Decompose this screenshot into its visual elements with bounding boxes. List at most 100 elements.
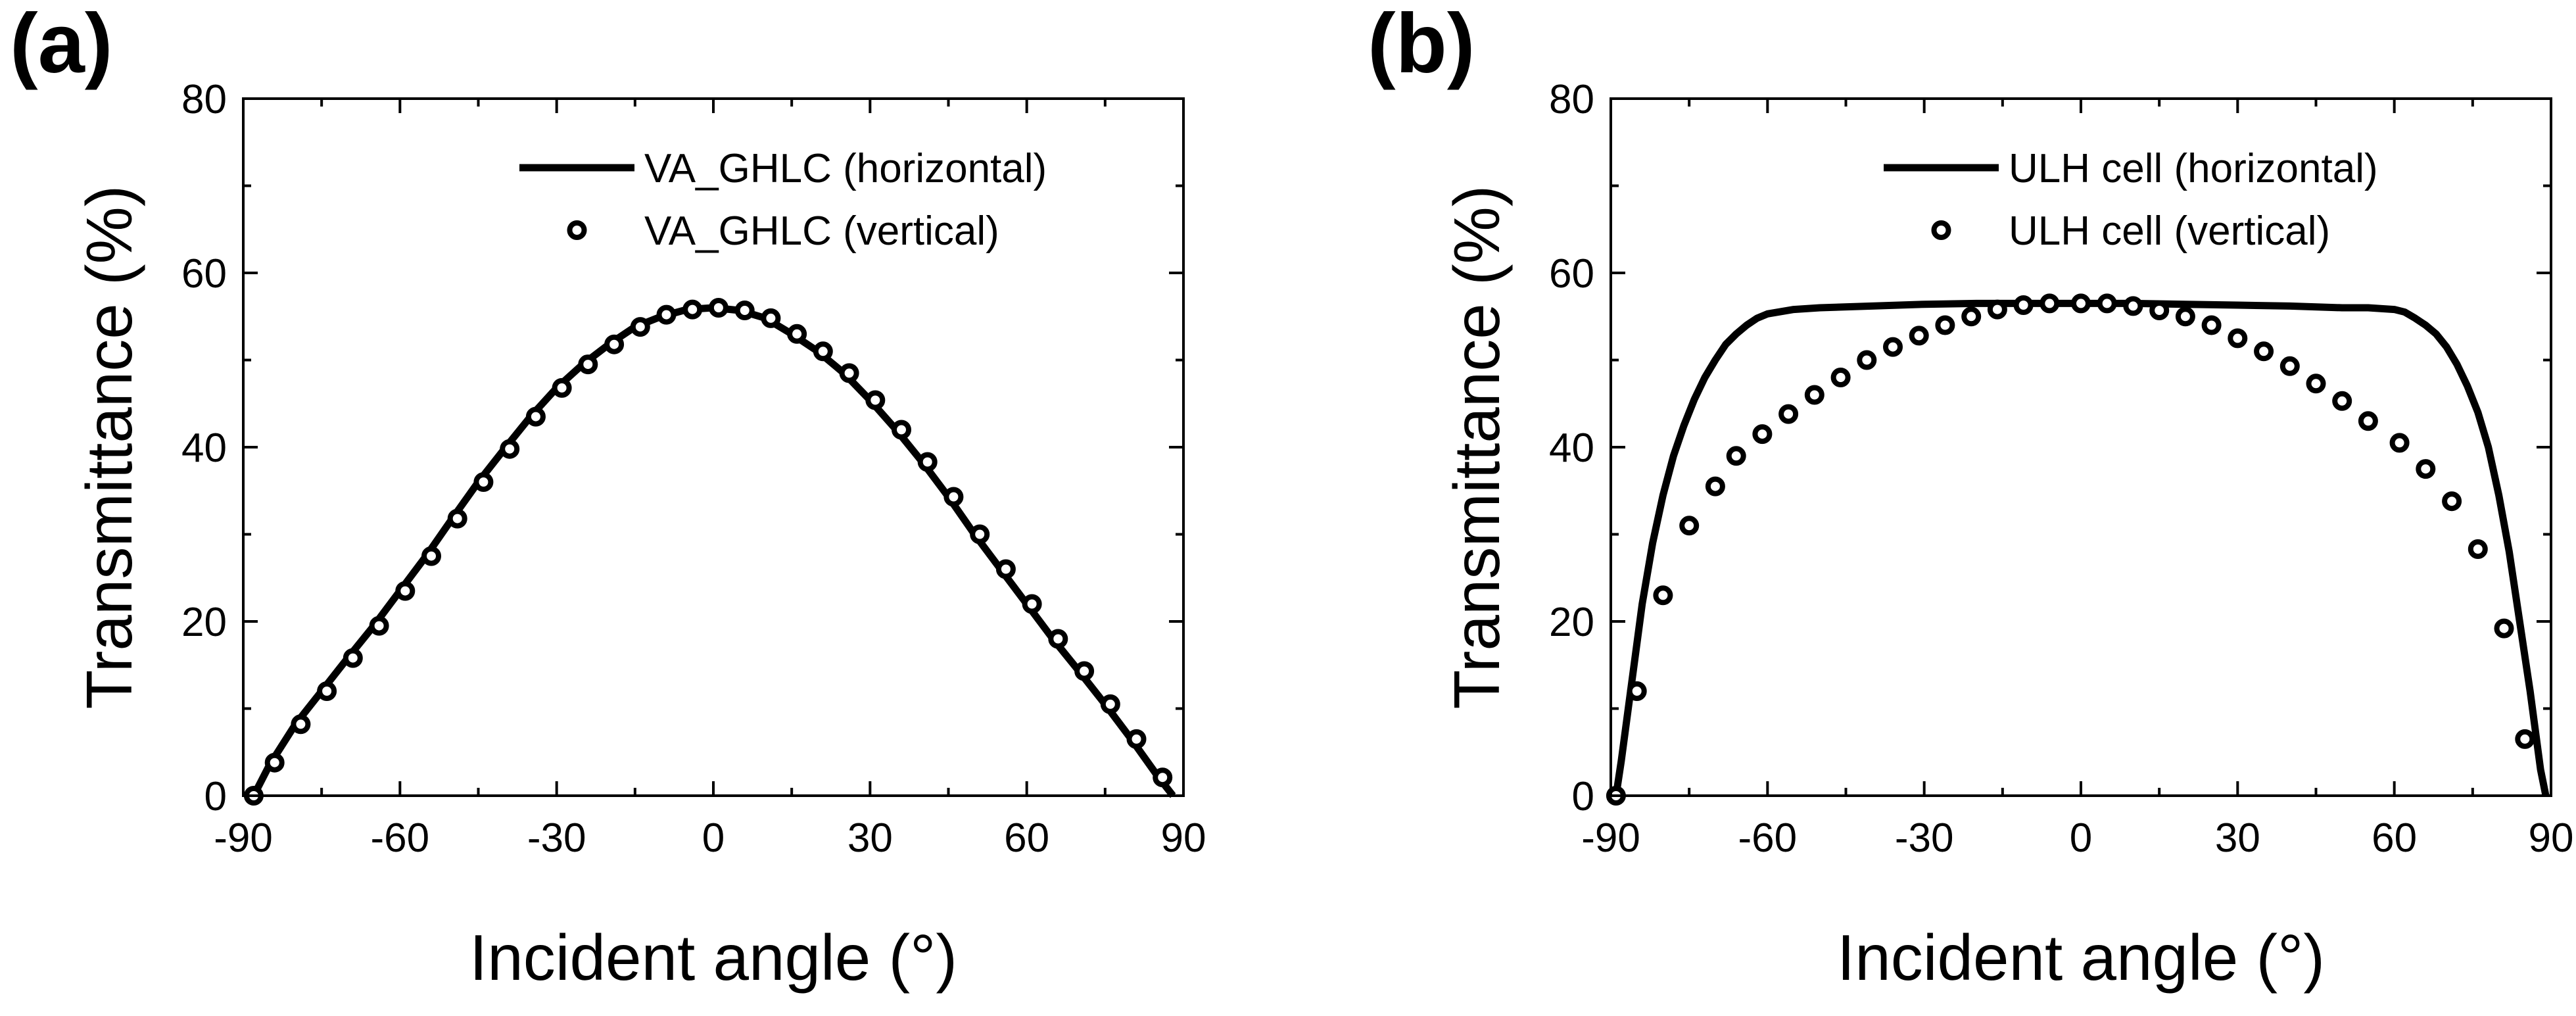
data-point <box>813 341 833 362</box>
data-point <box>2071 293 2091 314</box>
data-point <box>604 334 625 354</box>
data-point <box>1126 729 1147 749</box>
x-tick-label: -60 <box>1738 815 1798 861</box>
legend-label: ULH cell (vertical) <box>2009 208 2330 254</box>
data-point <box>2468 539 2488 559</box>
x-tick-label: 60 <box>2372 815 2417 861</box>
y-tick-label: 0 <box>1572 774 1594 819</box>
legend-marker-swatch <box>1931 220 1951 240</box>
x-tick-label: -90 <box>1581 815 1640 861</box>
panel-label: (a) <box>10 0 112 91</box>
data-point <box>2013 295 2034 315</box>
data-point <box>1857 350 1877 370</box>
data-point <box>2097 293 2117 314</box>
data-point <box>343 648 363 668</box>
y-tick-label: 80 <box>181 77 227 122</box>
x-axis-title: Incident angle (°) <box>1837 921 2325 994</box>
data-point <box>1830 368 1851 387</box>
data-point <box>2123 296 2143 316</box>
data-point <box>1705 476 1725 496</box>
data-point <box>2228 328 2248 349</box>
data-point <box>892 420 911 440</box>
data-point <box>2515 729 2535 749</box>
legend-marker-swatch <box>567 220 587 240</box>
legend: VA_GHLC (horizontal) VA_GHLC (vertical) <box>519 146 1047 254</box>
data-point <box>2389 433 2410 453</box>
y-axis-title: Transmittance (%) <box>1441 185 1513 710</box>
panel-label: (b) <box>1368 0 1475 91</box>
data-point <box>2332 391 2352 411</box>
x-tick-label: -60 <box>371 815 430 861</box>
data-point <box>734 301 755 320</box>
series-line-0 <box>1612 299 2550 797</box>
data-point <box>1653 585 1673 606</box>
y-axis-title: Transmittance (%) <box>73 185 145 710</box>
data-point <box>2442 491 2462 512</box>
data-point <box>2149 301 2170 320</box>
data-point <box>2254 341 2274 362</box>
data-point <box>1961 306 1982 327</box>
data-point <box>1752 424 1773 445</box>
plot-frame <box>1610 97 2552 797</box>
data-point <box>1627 681 1647 701</box>
legend-label: VA_GHLC (horizontal) <box>644 146 1047 191</box>
data-point <box>2175 306 2195 327</box>
y-tick-label: 40 <box>1549 425 1594 471</box>
data-point <box>1987 299 2007 320</box>
data-point <box>839 363 859 383</box>
x-axis-title: Incident angle (°) <box>469 921 957 994</box>
data-point <box>1804 385 1825 405</box>
data-point <box>500 439 520 459</box>
y-tick-label: 60 <box>181 251 227 297</box>
data-point <box>1679 516 1700 536</box>
data-point <box>943 487 964 507</box>
data-point <box>970 524 990 544</box>
y-tick-label: 60 <box>1549 251 1594 297</box>
data-point <box>761 308 781 328</box>
data-point <box>2279 356 2300 376</box>
data-point <box>395 581 416 601</box>
x-tick-label: -30 <box>527 815 586 861</box>
data-point <box>1909 326 1929 346</box>
x-tick-label: 60 <box>1004 815 1049 861</box>
data-point <box>525 406 546 427</box>
x-tick-label: 30 <box>847 815 893 861</box>
data-point <box>473 472 494 492</box>
data-point <box>1153 767 1173 788</box>
x-tick-label: 30 <box>2215 815 2260 861</box>
data-point <box>552 377 572 398</box>
data-point <box>264 752 285 773</box>
data-point <box>1048 629 1068 649</box>
legend-label: ULH cell (horizontal) <box>2009 146 2378 191</box>
data-point <box>2358 411 2378 431</box>
plot-frame <box>242 97 1185 797</box>
y-tick-label: 0 <box>204 774 227 819</box>
x-tick-label: -30 <box>1895 815 1954 861</box>
data-point <box>2416 459 2436 479</box>
x-tick-label: 0 <box>2070 815 2092 861</box>
data-point <box>682 299 703 320</box>
data-point <box>708 298 728 318</box>
data-point <box>447 508 467 529</box>
data-point <box>995 559 1016 579</box>
data-point <box>1883 337 1903 357</box>
x-tick-label: -90 <box>214 815 273 861</box>
data-point <box>656 304 677 325</box>
data-point <box>787 324 807 344</box>
data-point <box>917 452 938 472</box>
x-tick-label: 90 <box>2529 815 2574 861</box>
data-point <box>1074 661 1095 681</box>
data-point <box>1935 315 1955 335</box>
data-point <box>291 714 311 735</box>
data-point <box>630 317 650 337</box>
series-line-0 <box>250 304 1176 798</box>
data-point <box>2039 293 2060 314</box>
y-tick-label: 40 <box>181 425 227 471</box>
y-tick-label: 80 <box>1549 77 1594 122</box>
x-tick-label: 90 <box>1161 815 1206 861</box>
data-point <box>2494 618 2514 639</box>
data-point <box>1022 594 1042 614</box>
legend-label: VA_GHLC (vertical) <box>644 208 999 254</box>
data-point <box>2306 374 2326 394</box>
